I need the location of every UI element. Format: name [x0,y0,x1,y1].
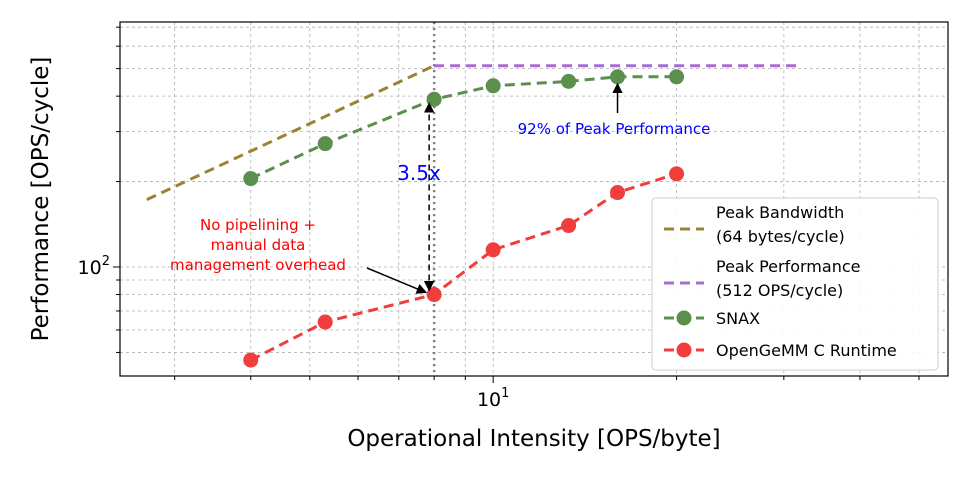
legend-marker-2 [676,310,692,326]
legend-label-0-0: Peak Bandwidth [716,203,844,222]
overhead-arrow [366,267,428,294]
series-3-point [610,185,626,201]
overhead-annotation-line-3: management overhead [170,256,346,274]
y-axis-label: Performance [OPS/cycle] [28,57,54,342]
overhead-annotation-line-2: manual data [211,236,306,254]
series-2-point [610,69,626,85]
legend-label-0-1: (64 bytes/cycle) [716,227,845,246]
series-3-point [485,242,501,258]
overhead-annotation-line-1: No pipelining + [200,216,316,234]
plot-series [146,22,801,376]
ticks: 101 102 [78,26,920,411]
y-tick-label: 102 [78,254,110,279]
legend: Peak Bandwidth (64 bytes/cycle) Peak Perfo… [651,197,939,371]
plot-frame [119,21,949,377]
legend-label-2-0: SNAX [716,309,760,328]
x-axis-label: Operational Intensity [OPS/byte] [347,426,720,452]
annotations: 3.5x 92% of Peak Performance No pipelini… [170,82,711,294]
series-2-point [561,73,577,89]
series-2-point [669,69,685,85]
x-tick-label: 101 [477,386,509,411]
series-3-point [561,218,577,234]
legend-label-3-0: OpenGeMM C Runtime [716,341,897,360]
legend-marker-3 [676,342,692,358]
legend-label-1-1: (512 OPS/cycle) [716,281,843,300]
series-2-point [317,136,333,152]
series-3-point [669,166,685,182]
series-2-point [485,78,501,94]
axes [119,21,949,377]
ratio-annotation-label: 3.5x [397,161,441,185]
series-3-point [243,352,259,368]
peak-annotation-label: 92% of Peak Performance [518,120,711,138]
series-3-point [317,314,333,330]
series-line-0 [146,64,435,201]
legend-box [651,197,939,371]
legend-label-1-0: Peak Performance [716,257,860,276]
series-2-point [243,171,259,187]
